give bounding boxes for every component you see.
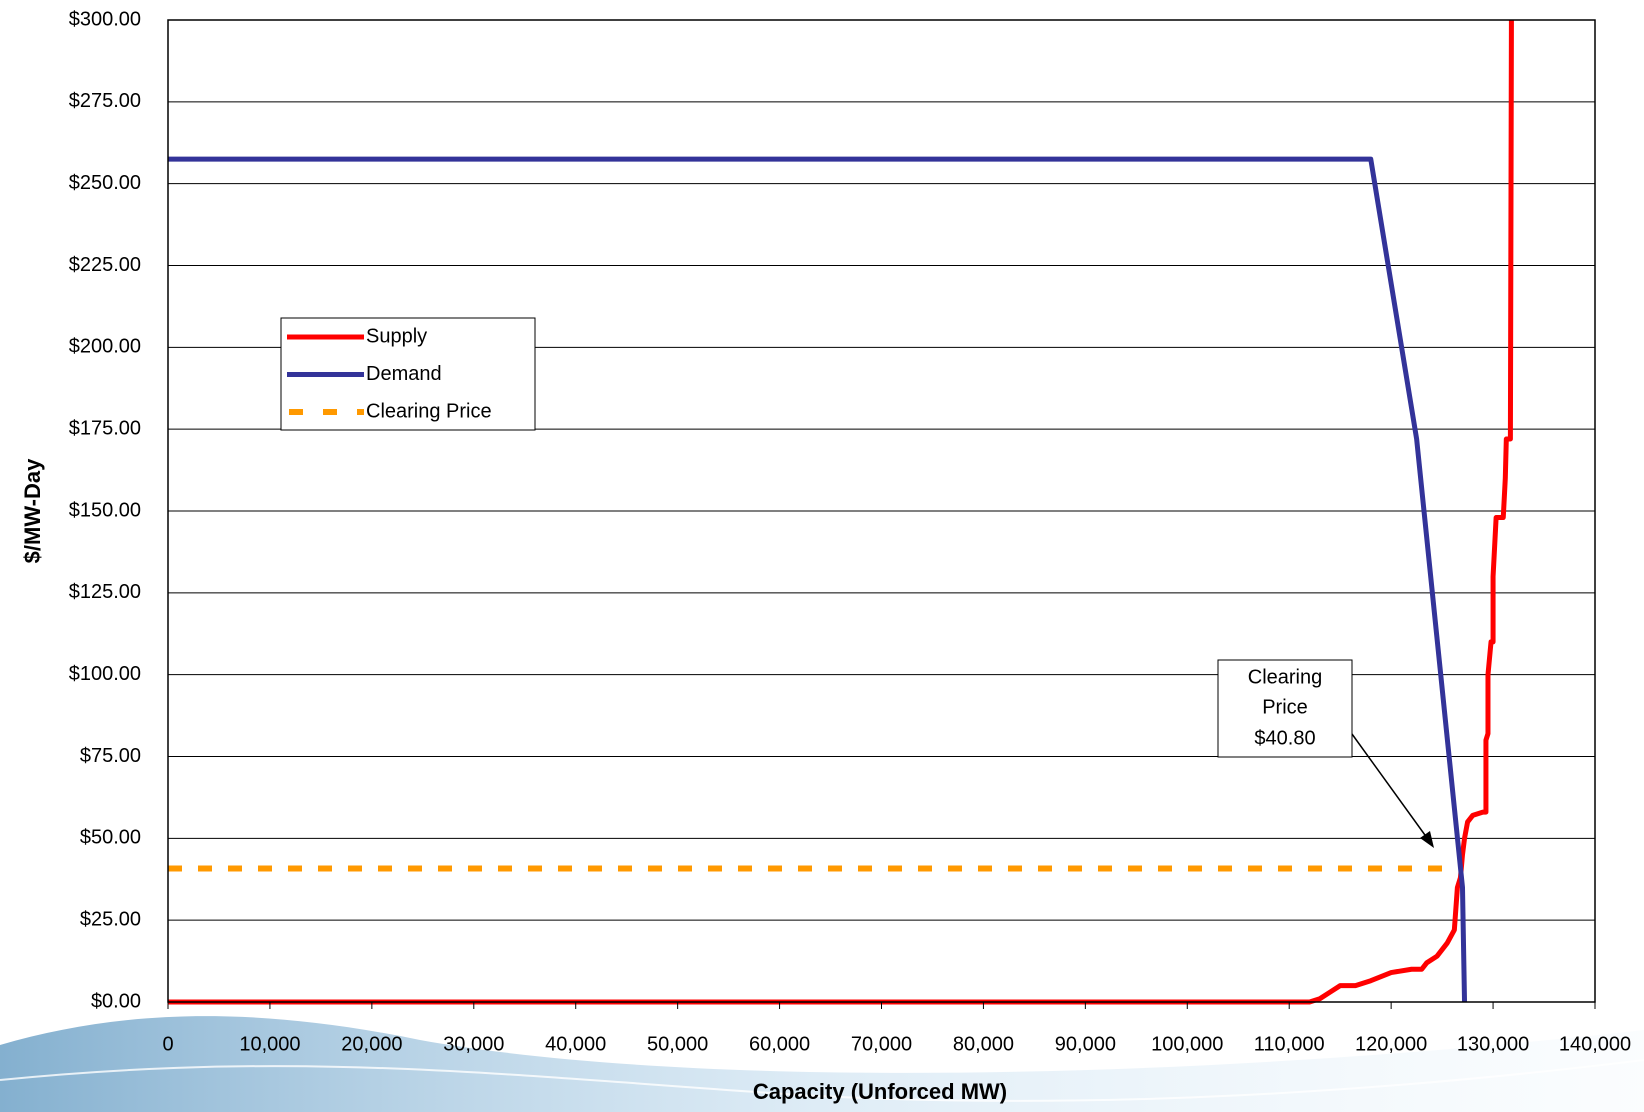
y-tick-label: $275.00 xyxy=(69,90,141,112)
chart: Capacity (Unforced MW) $/MW-Day Supply De… xyxy=(0,0,1644,1112)
y-tick-label: $0.00 xyxy=(91,990,141,1012)
x-tick-label: 80,000 xyxy=(953,1033,1014,1055)
x-tick-label: 10,000 xyxy=(239,1033,300,1055)
y-tick-label: $75.00 xyxy=(80,745,141,767)
x-tick-label: 40,000 xyxy=(545,1033,606,1055)
x-tick-label: 30,000 xyxy=(443,1033,504,1055)
x-axis-label: Capacity (Unforced MW) xyxy=(753,1079,1007,1104)
y-axis-label: $/MW-Day xyxy=(20,458,45,563)
x-tick-label: 70,000 xyxy=(851,1033,912,1055)
x-tick-label: 50,000 xyxy=(647,1033,708,1055)
x-tick-label: 110,000 xyxy=(1254,1033,1325,1055)
x-tick-label: 100,000 xyxy=(1151,1033,1223,1055)
y-tick-label: $225.00 xyxy=(69,254,141,276)
x-tick-label: 120,000 xyxy=(1355,1033,1427,1055)
y-tick-label: $25.00 xyxy=(80,908,141,930)
legend: Supply Demand Clearing Price xyxy=(281,318,535,430)
y-tick-label: $300.00 xyxy=(69,8,141,30)
annotation-text: $40.80 xyxy=(1254,727,1315,749)
x-tick-label: 130,000 xyxy=(1457,1033,1529,1055)
legend-label: Supply xyxy=(366,325,427,347)
y-tick-label: $150.00 xyxy=(69,499,141,521)
x-tick-label: 60,000 xyxy=(749,1033,810,1055)
y-tick-label: $175.00 xyxy=(69,417,141,439)
x-tick-label: 0 xyxy=(162,1033,173,1055)
annotation-text: Price xyxy=(1262,696,1308,718)
x-tick-label: 140,000 xyxy=(1559,1033,1631,1055)
y-tick-label: $50.00 xyxy=(80,827,141,849)
annotation-text: Clearing xyxy=(1248,666,1322,688)
page: {"chart_data": { "type": "line", "xlabel… xyxy=(0,0,1644,1112)
y-tick-label: $200.00 xyxy=(69,336,141,358)
y-tick-label: $250.00 xyxy=(69,172,141,194)
legend-label: Clearing Price xyxy=(366,400,492,422)
y-tick-label: $100.00 xyxy=(69,663,141,685)
y-tick-label: $125.00 xyxy=(69,581,141,603)
legend-label: Demand xyxy=(366,363,442,385)
x-tick-label: 90,000 xyxy=(1055,1033,1116,1055)
x-tick-label: 20,000 xyxy=(341,1033,402,1055)
